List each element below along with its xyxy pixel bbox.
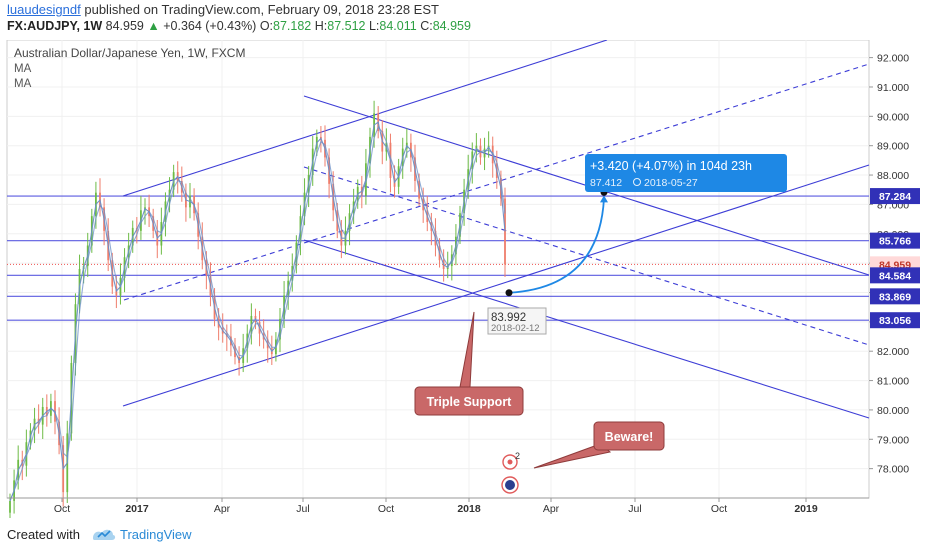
candle-body <box>9 500 11 513</box>
chart-area[interactable]: +3.420 (+4.07%) in 104d 23h 87.412 2018-05… <box>0 40 932 518</box>
price-label: 85.766 <box>879 236 911 248</box>
open-label: O: <box>259 19 274 33</box>
legend-ma-2[interactable]: MA <box>14 78 32 90</box>
price-label-bg <box>870 267 920 284</box>
projection-box <box>585 154 787 192</box>
projection-text: +3.420 (+4.07%) in 104d 23h <box>590 159 752 173</box>
price-label: 83.056 <box>879 315 911 327</box>
high-value: 87.512 <box>327 19 366 33</box>
author-link[interactable]: luaudesigndf <box>7 2 81 17</box>
price-label-bg <box>870 312 920 329</box>
y-tick-label: 92.000 <box>877 53 909 65</box>
tradingview-logo-icon[interactable] <box>91 526 117 542</box>
price-label-bg <box>870 188 920 205</box>
close-value: 84.959 <box>432 19 471 33</box>
start-price: 83.992 <box>491 312 526 324</box>
price-label: 84.584 <box>879 270 911 282</box>
y-tick-label: 89.000 <box>877 141 909 153</box>
channel-line[interactable] <box>122 164 870 407</box>
publish-line: luaudesigndf published on TradingView.co… <box>7 2 439 17</box>
event-count-badge: 2 <box>515 451 520 461</box>
x-tick-label: Oct <box>378 503 394 515</box>
published-text: published on TradingView.com, February 0… <box>84 2 439 17</box>
price-axis[interactable]: 78.00079.00080.00081.00082.00083.00084.0… <box>869 53 920 476</box>
price-label: 87.284 <box>879 191 911 203</box>
clock-icon <box>633 178 641 186</box>
triple-support-callout[interactable] <box>414 386 524 416</box>
high-label: H: <box>314 19 328 33</box>
projection-sub-date: 2018-05-27 <box>644 177 698 189</box>
triple-support-label: Triple Support <box>427 395 513 409</box>
projection-sub-price: 87.412 <box>590 177 622 189</box>
created-with-text: Created with <box>7 527 80 542</box>
y-tick-label: 90.000 <box>877 111 909 123</box>
x-tick-label: Apr <box>214 503 231 515</box>
open-value: 87.182 <box>273 19 312 33</box>
x-tick-label: Jul <box>296 503 309 515</box>
price-change: +0.364 (+0.43%) <box>163 19 257 33</box>
channel-line[interactable] <box>122 40 608 197</box>
x-tick-label: 2018 <box>457 503 481 515</box>
y-tick-label: 81.000 <box>877 376 909 388</box>
legend-title: Australian Dollar/Japanese Yen, 1W, FXCM <box>14 46 245 60</box>
close-label: C: <box>420 19 433 33</box>
y-tick-label: 91.000 <box>877 82 909 94</box>
y-tick-label: 78.000 <box>877 464 909 476</box>
projection-start-point[interactable] <box>505 289 513 297</box>
au-flag-fill <box>505 480 515 490</box>
candle-body <box>504 198 506 265</box>
start-date: 2018-02-12 <box>491 323 540 334</box>
x-tick-label: Apr <box>543 503 560 515</box>
y-tick-label: 82.000 <box>877 346 909 358</box>
event-marker-dot <box>507 459 513 465</box>
chart-header: luaudesigndf published on TradingView.co… <box>0 0 932 40</box>
ma-line[interactable] <box>9 126 506 502</box>
y-tick-label: 88.000 <box>877 170 909 182</box>
beware-callout[interactable] <box>593 421 665 451</box>
price-label-bg <box>870 288 920 305</box>
moving-averages <box>9 121 506 502</box>
projection-arrowhead <box>600 195 608 203</box>
footer: Created with TradingView <box>0 518 932 550</box>
beware-label: Beware! <box>605 430 654 444</box>
projection-arrow[interactable] <box>508 198 605 294</box>
low-label: L: <box>368 19 380 33</box>
up-arrow-icon: ▲ <box>147 19 160 33</box>
time-axis[interactable]: Oct 2017 Apr Jul Oct 2018 Apr Jul Oct 2019 <box>7 497 869 515</box>
legend-ma-1[interactable]: MA <box>14 63 32 75</box>
x-tick-label: 2017 <box>125 503 149 515</box>
price-label: 83.869 <box>879 291 911 303</box>
x-tick-label: 2019 <box>794 503 818 515</box>
low-value: 84.011 <box>379 19 417 33</box>
plot-frame <box>6 40 870 499</box>
x-tick-label: Oct <box>711 503 727 515</box>
ohlc-line: FX:AUDJPY, 1W 84.959 ▲ +0.364 (+0.43%) O… <box>7 19 471 33</box>
tradingview-brand[interactable]: TradingView <box>120 527 192 542</box>
y-tick-label: 80.000 <box>877 405 909 417</box>
x-tick-label: Jul <box>628 503 641 515</box>
start-price-box <box>487 307 547 335</box>
price-label-bg <box>870 232 920 249</box>
annotations: +3.420 (+4.07%) in 104d 23h 87.412 2018-05… <box>414 154 787 494</box>
y-tick-label: 79.000 <box>877 434 909 446</box>
symbol-label: FX:AUDJPY, 1W <box>7 19 103 33</box>
channel-line[interactable] <box>303 239 870 419</box>
last-price: 84.959 <box>105 19 144 33</box>
x-tick-label: Oct <box>54 503 70 515</box>
